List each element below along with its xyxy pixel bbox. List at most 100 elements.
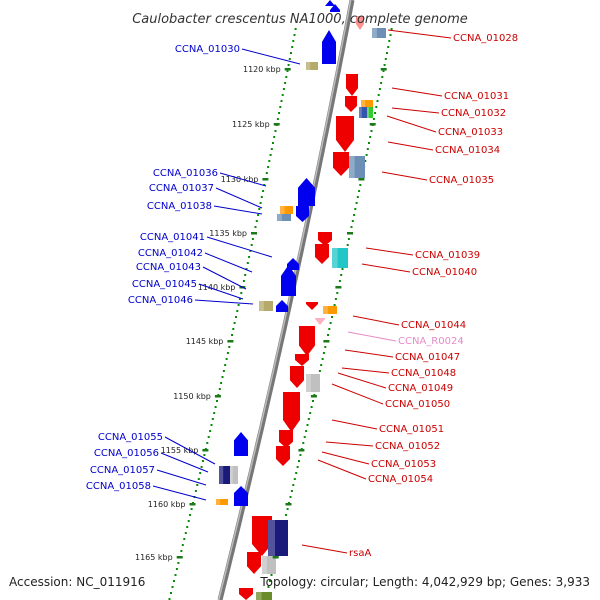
gene-arrow-ccna-01047	[299, 326, 315, 356]
scale-tick	[214, 395, 221, 398]
leader-ccna-r0024	[347, 331, 397, 342]
gene-block-ccna-01046-shade	[259, 301, 264, 311]
gene-arrow-ccna-01046b	[276, 300, 288, 312]
gene-arrow-ccna-01034	[336, 116, 354, 152]
gene-label-ccna-01031: CCNA_01031	[444, 91, 509, 102]
gene-label-ccna-01037: CCNA_01037	[149, 183, 214, 194]
scale-tick-right	[323, 340, 330, 343]
gene-label-ccna-01036: CCNA_01036	[153, 168, 218, 179]
leader-ccna-01036	[219, 172, 267, 187]
leader-ccna-01038	[213, 205, 263, 215]
gene-label-ccna-01044: CCNA_01044	[401, 320, 466, 331]
gene-label-ccna-01057: CCNA_01057	[90, 465, 155, 476]
leader-ccna-01053	[321, 451, 370, 465]
gene-label-ccna-01040: CCNA_01040	[412, 267, 477, 278]
scale-tick	[273, 123, 280, 126]
gene-block-ccna-01033-shade	[359, 107, 362, 118]
leader-ccna-01028	[387, 29, 452, 39]
scale-tick	[227, 340, 234, 343]
gene-label-ccna-01039: CCNA_01039	[415, 250, 480, 261]
gene-block-ccna-01040	[332, 248, 348, 268]
gene-block-ccna-01040-shade	[332, 248, 338, 268]
leader-ccna-01047	[344, 349, 394, 358]
label-leader-lines	[152, 29, 452, 554]
leader-ccna-01058	[152, 485, 207, 501]
gene-label-ccna-01046: CCNA_01046	[128, 295, 193, 306]
leader-ccna-01050	[331, 383, 384, 405]
leader-ccna-01032	[391, 107, 440, 114]
gene-label-ccna-01058: CCNA_01058	[86, 481, 151, 492]
scale-tick-right	[310, 395, 317, 398]
scale-label: 1125 kbp	[232, 120, 270, 129]
leader-ccna-01056	[160, 452, 209, 473]
scale-tick-right	[380, 68, 387, 71]
gene-arrow-top	[330, 4, 340, 12]
gene-arrow-ccna-01036	[298, 178, 315, 206]
leader-ccna-01042	[204, 252, 253, 273]
scale-tick-right	[369, 123, 376, 126]
scale-tick-right	[285, 503, 292, 506]
gene-block-ccna-01044	[323, 306, 337, 314]
gene-label-ccna-01028: CCNA_01028	[453, 33, 518, 44]
gene-arrow-ccna-01058	[234, 486, 248, 506]
gene-block-ccna-01032-shade	[361, 100, 366, 107]
gene-arrow-ccna-01031	[346, 74, 358, 96]
gene-block-ccna-01033b-shade	[367, 107, 370, 118]
gene-label-ccna-01032: CCNA_01032	[441, 108, 506, 119]
gene-block-ccna-01035-shade	[349, 156, 355, 178]
gene-block-ccna-01058b-shade	[216, 499, 221, 505]
gene-arrow-ccna-r0024	[315, 318, 325, 325]
gene-block-bottom	[256, 592, 272, 600]
leader-ccna-01040	[361, 263, 411, 273]
gene-arrow-ccna-01052	[279, 430, 293, 448]
scale-tick	[176, 556, 183, 559]
gene-arrow-ccna-01038b	[296, 206, 309, 222]
leader-ccna-01031	[391, 87, 443, 97]
gene-label-ccna-r0024: CCNA_R0024	[398, 336, 464, 347]
gene-label-ccna-01042: CCNA_01042	[138, 248, 203, 259]
map-title: Caulobacter crescentus NA1000, complete …	[132, 12, 468, 27]
scale-tick-right	[358, 178, 365, 181]
gene-label-ccna-01045: CCNA_01045	[132, 279, 197, 290]
genome-backbone	[217, 0, 355, 600]
scale-label: 1155 kbp	[161, 446, 199, 455]
gene-label-ccna-01038: CCNA_01038	[147, 201, 212, 212]
scale-tick-right	[298, 449, 305, 452]
gene-block-ccna-01037	[280, 206, 293, 214]
leader-ccna-01045	[198, 283, 244, 300]
scale-label: 1145 kbp	[186, 337, 224, 346]
leader-ccna-01055	[164, 436, 216, 465]
scale-label: 1160 kbp	[148, 500, 186, 509]
gene-arrow-ccna-01030	[322, 30, 336, 64]
gene-arrow-ccna-01034b	[333, 152, 349, 176]
leader-rsaa	[301, 544, 348, 554]
leader-ccna-01039	[365, 247, 414, 256]
gene-block-ccna-01057b-shade	[230, 466, 233, 484]
scale-tick	[202, 449, 209, 452]
gene-arrow-rsaa	[252, 516, 272, 556]
gene-block-ccna-01057b	[230, 466, 238, 484]
leader-ccna-01030	[241, 48, 301, 65]
gene-features	[216, 0, 386, 600]
gene-label-ccna-01050: CCNA_01050	[385, 399, 450, 410]
gene-block-ccna-01033b	[367, 107, 373, 118]
scale-tick-right	[347, 232, 353, 235]
gene-label-ccna-01054: CCNA_01054	[368, 474, 433, 485]
gene-arrow-ccna-01028	[356, 16, 364, 30]
gene-label-ccna-01043: CCNA_01043	[136, 262, 201, 273]
gene-arrow-topmost	[325, 0, 335, 6]
scale-label: 1135 kbp	[209, 229, 247, 238]
scale-label: 1150 kbp	[173, 392, 211, 401]
leader-ccna-01052	[325, 441, 374, 447]
gene-arrow-ccna-01039	[318, 232, 332, 246]
scale-tick-right	[335, 286, 342, 289]
gene-block-ccna-01030b-shade	[306, 62, 311, 70]
scale-tick-right	[272, 556, 279, 559]
gene-label-ccna-01034: CCNA_01034	[435, 145, 500, 156]
gene-block-ccna-01037-shade	[280, 206, 285, 214]
gene-arrow-ccna-01041	[287, 258, 299, 270]
gene-block-ccna-01046	[259, 301, 273, 311]
gene-arrow-bottom	[239, 588, 253, 600]
scale-tick	[262, 178, 269, 181]
